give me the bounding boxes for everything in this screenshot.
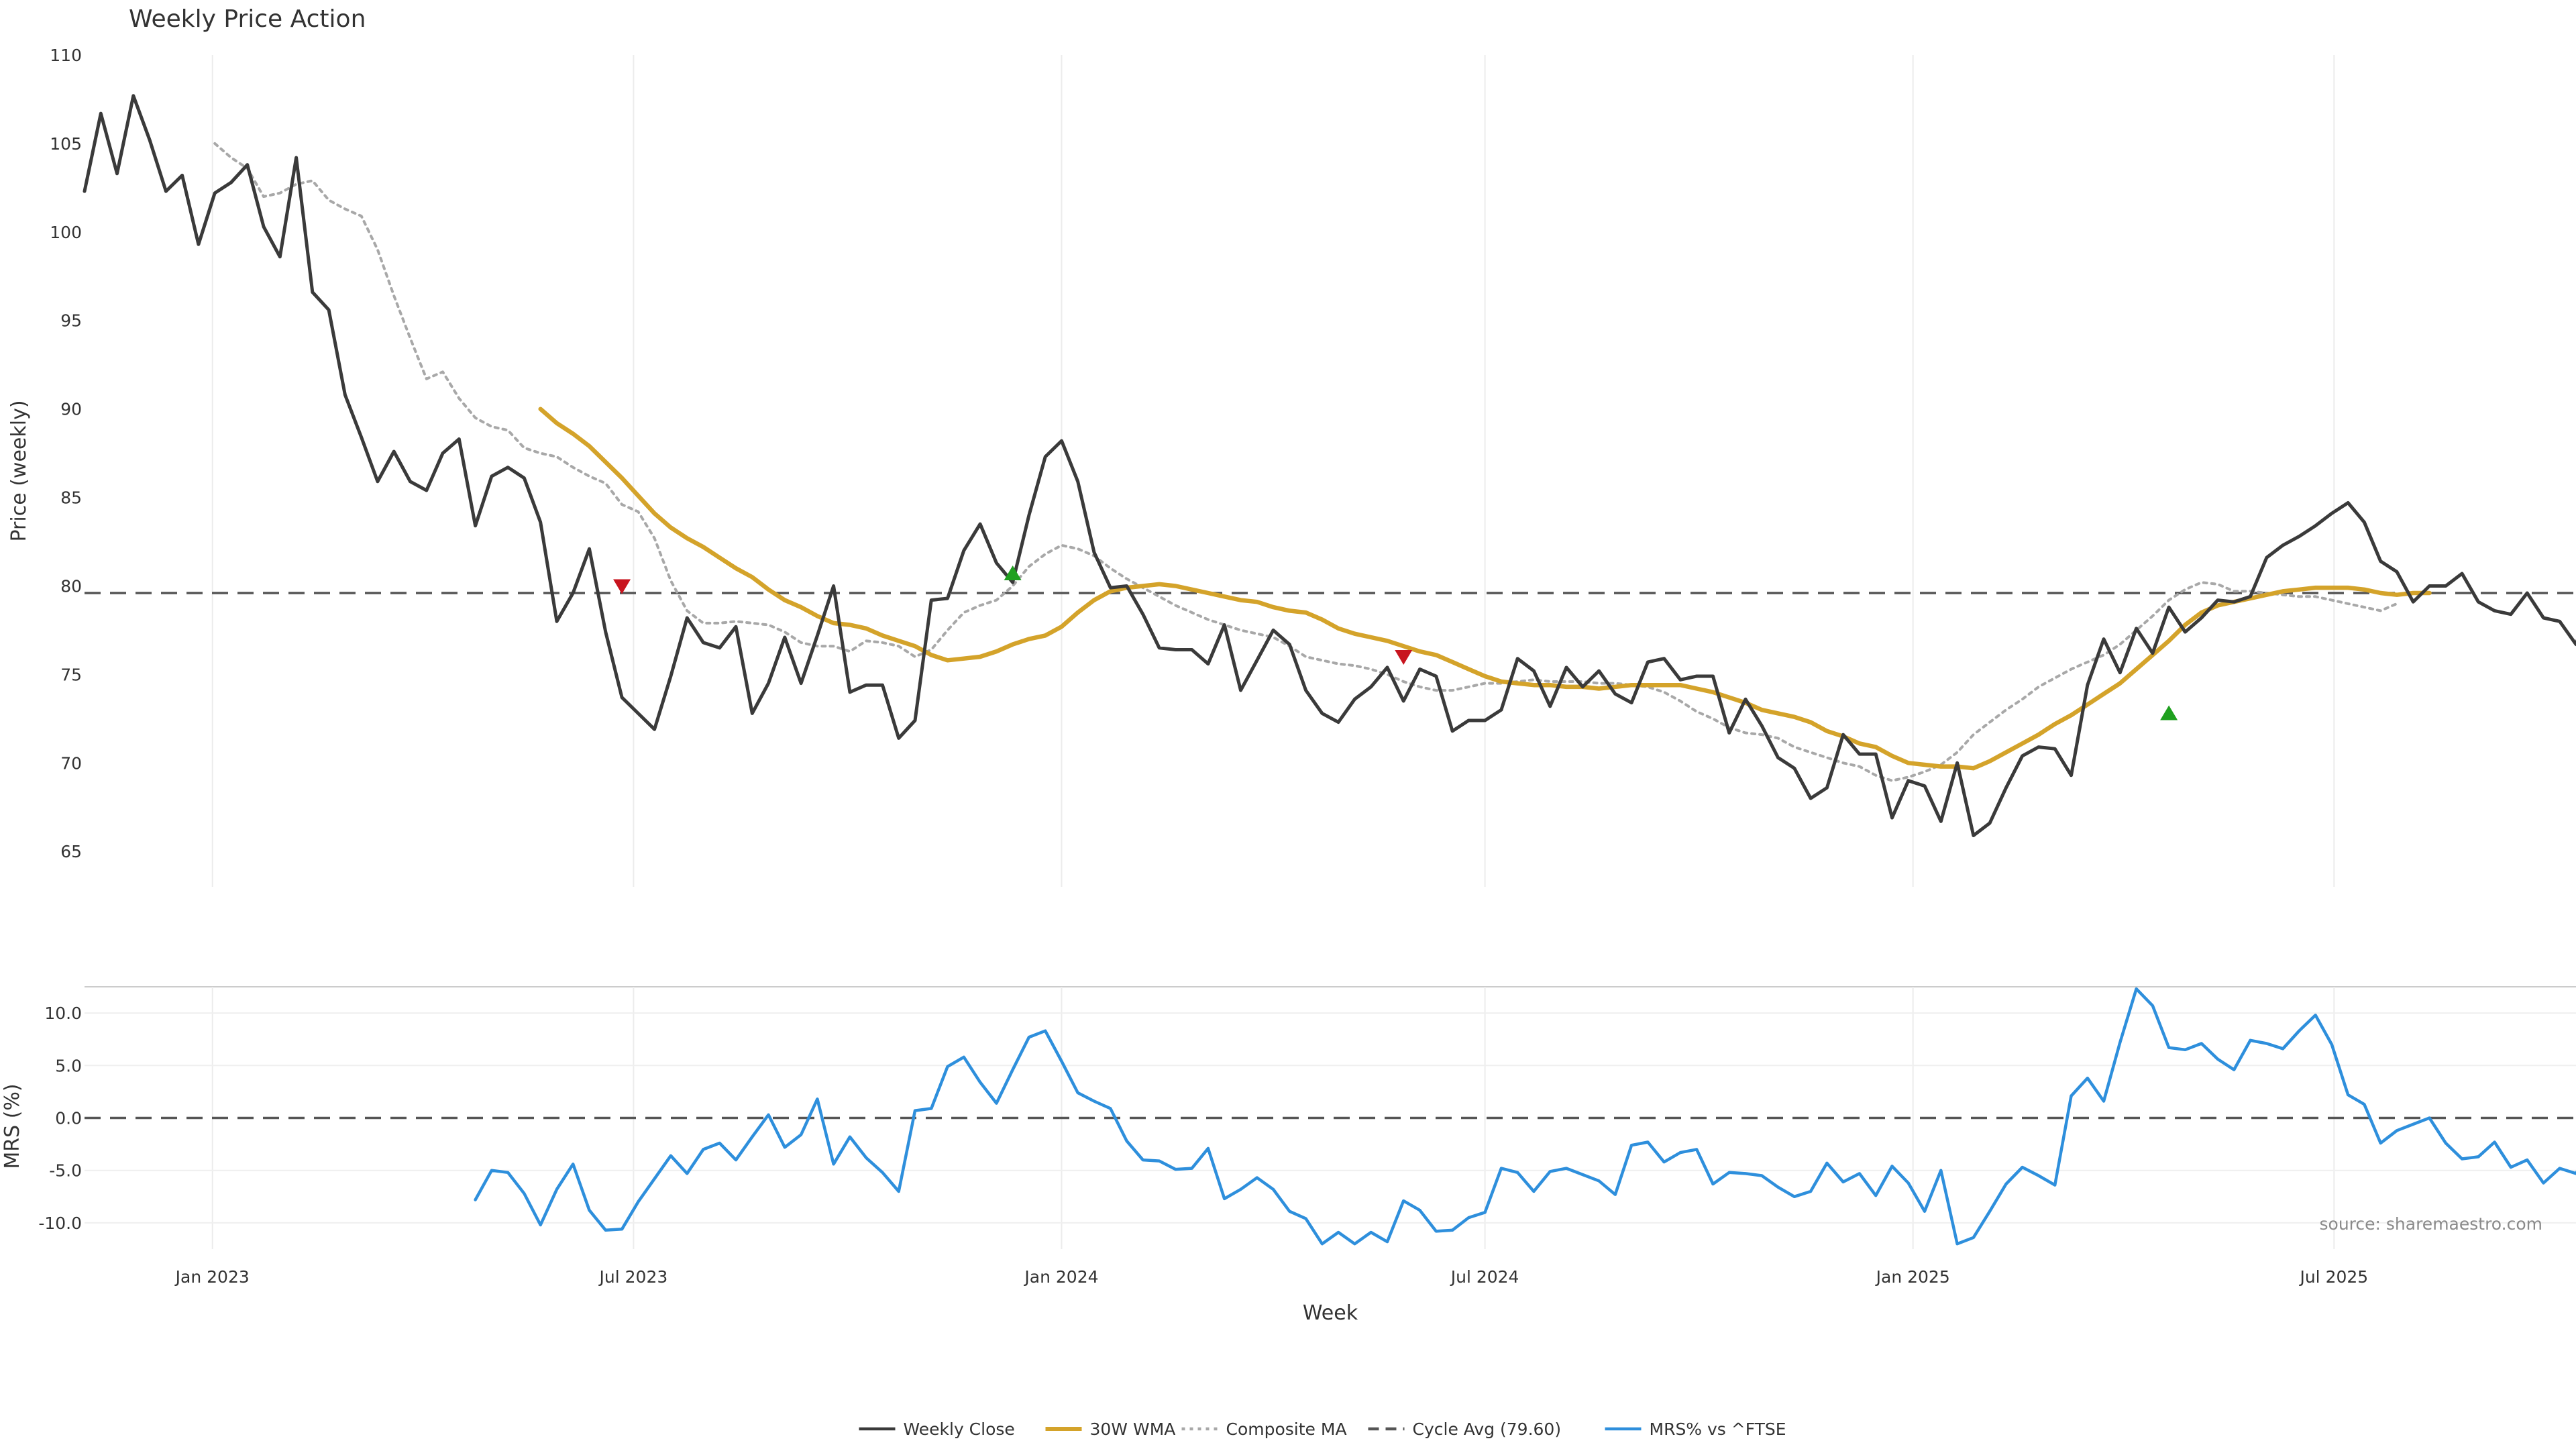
x-tick-label: Jan 2024 bbox=[1023, 1267, 1098, 1287]
x-tick-label: Jan 2025 bbox=[1875, 1267, 1950, 1287]
legend-label-30w-wma: 30W WMA bbox=[1090, 1419, 1176, 1439]
legend-label-weekly-close: Weekly Close bbox=[904, 1419, 1015, 1439]
chart-legend: Weekly Close 30W WMA Composite MA Cycle Avg… bbox=[859, 1419, 1786, 1439]
main-y-tick-label: 90 bbox=[60, 400, 82, 419]
buy-signal-marker bbox=[1004, 566, 1022, 581]
main-y-tick-label: 70 bbox=[60, 753, 82, 773]
mrs-y-tick-label: 0.0 bbox=[55, 1109, 82, 1128]
x-tick-label: Jul 2025 bbox=[2298, 1267, 2368, 1287]
mrs-y-tick-label: -10.0 bbox=[38, 1214, 82, 1233]
legend-label-composite-ma: Composite MA bbox=[1226, 1419, 1347, 1439]
x-tick-label: Jul 2024 bbox=[1450, 1267, 1519, 1287]
legend-label-mrs-vs-ftse: MRS% vs ^FTSE bbox=[1650, 1419, 1786, 1439]
mrs-plot-lines bbox=[474, 987, 2576, 1246]
mrs-y-axis-label: MRS (%) bbox=[1, 1083, 24, 1169]
main-y-axis-label: Price (weekly) bbox=[7, 400, 31, 541]
sell-signal-marker bbox=[1395, 650, 1413, 665]
mrs-y-tick-label: 10.0 bbox=[44, 1004, 82, 1023]
sell-signal-marker bbox=[613, 579, 631, 594]
weekly-close-line bbox=[83, 94, 2576, 837]
main-y-tick-label: 105 bbox=[50, 134, 82, 154]
main-y-tick-label: 110 bbox=[50, 46, 82, 65]
composite-ma-line bbox=[213, 142, 2398, 782]
main-y-tick-label: 75 bbox=[60, 665, 82, 684]
x-axis-ticks: Jan 2023 Jul 2023 Jan 2024 Jul 2024 Jan 2025… bbox=[174, 1267, 2369, 1287]
legend-label-cycle-avg-79-60: Cycle Avg (79.60) bbox=[1413, 1419, 1562, 1439]
main-y-tick-label: 85 bbox=[60, 488, 82, 508]
mrs-y-tick-label: 5.0 bbox=[55, 1056, 82, 1075]
mrs-line bbox=[474, 987, 2576, 1246]
x-tick-label: Jan 2023 bbox=[174, 1267, 250, 1287]
main-y-tick-label: 80 bbox=[60, 576, 82, 596]
mrs-y-tick-label: -5.0 bbox=[49, 1161, 82, 1181]
mrs-y-ticks: -10.0 -5.0 0.0 5.0 10.0 bbox=[38, 1004, 82, 1233]
x-tick-label: Jul 2023 bbox=[598, 1267, 668, 1287]
main-y-ticks: 65 70 75 80 85 90 95 100 105 110 bbox=[50, 46, 82, 861]
30w-wma-line bbox=[538, 407, 2432, 771]
x-axis-label: Week bbox=[1303, 1301, 1358, 1325]
mrs-plot-grid bbox=[85, 987, 2576, 1249]
main-plot-lines bbox=[83, 94, 2576, 837]
source-credit: source: sharemaestro.com bbox=[2320, 1214, 2543, 1234]
chart-title: Weekly Price Action bbox=[129, 5, 366, 33]
signal-markers bbox=[613, 566, 2178, 720]
buy-signal-marker bbox=[2160, 705, 2178, 720]
main-y-tick-label: 100 bbox=[50, 223, 82, 242]
main-y-tick-label: 65 bbox=[60, 842, 82, 861]
main-y-tick-label: 95 bbox=[60, 311, 82, 331]
main-plot-grid bbox=[211, 55, 2335, 887]
